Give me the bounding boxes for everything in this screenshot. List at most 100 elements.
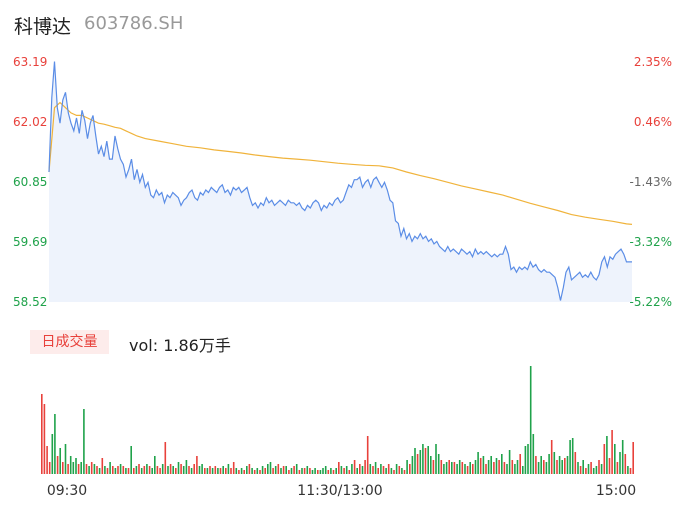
volume-bar (172, 466, 174, 474)
volume-bar (532, 434, 535, 474)
volume-bar (290, 468, 293, 474)
volume-bar (154, 456, 156, 474)
volume-bar (474, 460, 477, 474)
volume-bar (240, 468, 243, 474)
volume-bar (211, 468, 214, 474)
volume-bar (461, 462, 464, 474)
volume-bar (256, 468, 259, 474)
volume-bar (175, 468, 177, 474)
volume-bar (88, 466, 90, 474)
volume-bar (382, 466, 385, 474)
volume-bar (537, 462, 540, 474)
time-tick-label: 15:00 (596, 483, 636, 499)
volume-bar (69, 456, 72, 474)
volume-bar (112, 466, 114, 474)
volume-bar (445, 462, 448, 474)
volume-bar (217, 468, 219, 474)
volume-bar (624, 454, 627, 474)
price-area (49, 61, 632, 302)
volume-bar (243, 470, 245, 474)
volume-bar (524, 446, 527, 474)
volume-bar (553, 452, 556, 474)
volume-bar (390, 468, 393, 474)
volume-bar (340, 466, 343, 474)
time-axis: 09:30 11:30/13:00 15:00 (47, 483, 636, 499)
volume-bar (621, 440, 624, 474)
volume-bar (214, 466, 217, 474)
volume-bar (193, 464, 195, 474)
volume-bar (130, 446, 132, 474)
volume-bar (508, 450, 511, 474)
volume-bar (453, 462, 456, 474)
volume-bar (366, 436, 369, 474)
volume-bar (543, 460, 545, 474)
volume-tag[interactable]: 日成交量 (30, 330, 109, 354)
volume-bar (180, 464, 182, 474)
price-tick-label: 62.02 (13, 115, 47, 129)
volume-bar (569, 440, 571, 474)
volume-bar (469, 462, 471, 474)
volume-bar (409, 464, 411, 474)
volume-bar (535, 456, 537, 474)
volume-bar (611, 430, 613, 474)
volume-bar (93, 464, 96, 474)
volume-bar (114, 468, 117, 474)
volume-bar (374, 462, 377, 474)
volume-bar (133, 468, 135, 474)
volume-bar (322, 468, 324, 474)
volume-bar (582, 460, 584, 474)
volume-bar (269, 462, 272, 474)
volume-bar (204, 468, 206, 474)
volume-bar (96, 466, 98, 474)
volume-bar (222, 466, 224, 474)
volume-bar (156, 466, 159, 474)
volume-bar (608, 458, 611, 474)
volume-bar (519, 454, 521, 474)
volume-bar (335, 468, 337, 474)
stock-code: 603786.SH (84, 13, 184, 34)
volume-bar (285, 466, 287, 474)
volume-bar (246, 466, 248, 474)
volume-bar (319, 470, 322, 474)
volume-bar (148, 466, 151, 474)
volume-bar (550, 440, 553, 474)
volume-bar (293, 466, 295, 474)
volume-bar (348, 470, 351, 474)
volume-bar (343, 468, 345, 474)
volume-bar (487, 460, 490, 474)
volume-bar (592, 468, 595, 474)
volume-bar (46, 446, 48, 474)
volume-bar (230, 468, 232, 474)
volume-bar (75, 458, 77, 474)
volume-bar (253, 470, 256, 474)
volume-bar (506, 464, 508, 474)
volume-bar (422, 444, 424, 474)
volume-bar (188, 466, 190, 474)
pct-tick-label: -5.22% (630, 295, 672, 309)
volume-bar (41, 394, 43, 474)
time-tick-label: 11:30/13:00 (297, 483, 382, 499)
price-tick-label: 63.19 (13, 55, 47, 69)
volume-bar (327, 470, 330, 474)
volume-bar (98, 468, 101, 474)
volume-bar (385, 468, 387, 474)
volume-bar (411, 456, 414, 474)
volume-bar (48, 462, 51, 474)
volume-bar (393, 470, 395, 474)
volume-bar (303, 468, 306, 474)
volume-bar (104, 466, 106, 474)
volume-bar (138, 464, 140, 474)
volume-bar (298, 470, 301, 474)
volume-bar (64, 444, 67, 474)
volume-bar (238, 470, 240, 474)
volume-bar (600, 464, 603, 474)
volume-bar (619, 452, 621, 474)
volume-bar (182, 466, 185, 474)
volume-bar (196, 456, 198, 474)
volume-bar (443, 464, 445, 474)
volume-bar (43, 404, 46, 474)
volume-bar (219, 468, 222, 474)
volume-bar (54, 414, 56, 474)
volume-bar (72, 462, 75, 474)
